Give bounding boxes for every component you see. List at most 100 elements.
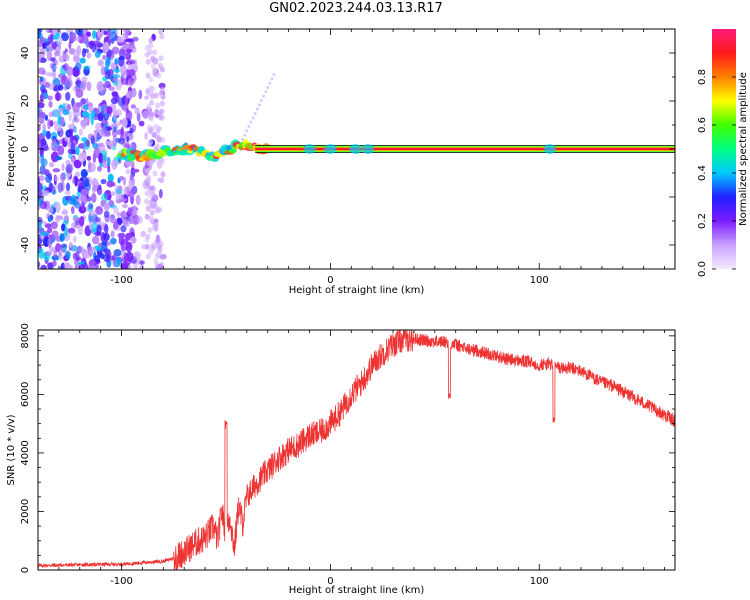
spectrogram-cell — [83, 262, 89, 269]
spectrogram-cell — [75, 62, 82, 71]
spectrogram-cell — [43, 220, 47, 226]
colorbar: 0.0 0.2 0.4 0.6 0.8 Normalized spectral ampl… — [697, 29, 749, 277]
spectrogram-cell — [39, 48, 46, 59]
spectrogram-cell — [75, 102, 83, 108]
spectrogram-cell — [125, 241, 133, 253]
spectrogram-cell — [81, 201, 85, 213]
spectrogram-cell — [156, 243, 162, 250]
spectrogram-cell — [39, 117, 44, 123]
spectrogram-cell — [128, 80, 134, 86]
spectrogram-y-axis-label: Frequency (Hz) — [6, 111, 17, 187]
spectrogram-noise — [38, 29, 167, 269]
spectrogram-cell — [157, 248, 163, 255]
spectrogram-cell — [127, 207, 132, 215]
spectrogram-cell — [61, 163, 65, 171]
spectrogram-cell — [58, 251, 62, 257]
snr-frame — [37, 329, 676, 571]
ridge-bump — [324, 144, 337, 154]
spectrogram-cell — [241, 137, 245, 141]
spectrogram-cell — [55, 202, 61, 213]
spectrogram-cell — [153, 123, 159, 130]
spectrogram-cell — [138, 120, 145, 127]
spectrogram-cell — [38, 182, 43, 192]
spectrogram-cell — [245, 129, 249, 133]
spectrogram-cell — [148, 76, 154, 83]
spectrogram-cell — [148, 248, 154, 255]
spectrogram-cell — [113, 68, 121, 73]
spectrogram-cell — [144, 95, 149, 100]
x-tick-label: 0 — [327, 275, 333, 286]
spectrogram-cell — [103, 253, 110, 263]
spectrogram-cell — [46, 72, 54, 77]
spectrogram-cell — [51, 41, 58, 50]
spectrogram-cell — [65, 182, 71, 192]
ridge-blob — [228, 148, 237, 154]
spectrogram-cell — [64, 190, 71, 195]
spectrogram-cell — [80, 168, 88, 179]
spectrogram-cell — [159, 159, 165, 166]
spectrogram-cell — [105, 58, 110, 69]
spectrogram-cell — [131, 168, 140, 173]
spectrogram-cell — [38, 227, 45, 234]
spectrogram-cell — [81, 34, 89, 45]
spectrogram-cell — [158, 55, 164, 62]
spectrogram-cell — [151, 224, 157, 231]
spectrogram-cell — [99, 253, 105, 260]
spectrogram-cell — [80, 263, 85, 269]
spectrogram-cell — [65, 78, 73, 89]
figure-title: GN02.2023.244.03.13.R17 — [269, 1, 443, 16]
spectrogram-cell — [106, 180, 115, 188]
spectrogram-cell — [42, 42, 47, 49]
spectrogram-cell — [80, 106, 85, 112]
spectrogram-cell — [39, 93, 44, 102]
spectrogram-cell — [55, 156, 63, 161]
spectrogram-cell — [148, 126, 154, 133]
x-tick-label: 0 — [327, 576, 333, 587]
spectrogram-cell — [139, 260, 145, 265]
spectrogram-ridge — [116, 73, 675, 163]
spectrogram-cell — [62, 208, 68, 215]
spectrogram-cell — [69, 33, 77, 43]
spectrogram-cell — [45, 29, 49, 33]
spectrogram-cell — [45, 174, 53, 184]
spectrogram-cell — [92, 185, 99, 192]
spectrogram-cell — [72, 86, 77, 92]
spectrogram-cell — [68, 110, 72, 122]
spectrogram-cell — [262, 94, 266, 98]
spectrogram-cell — [114, 58, 119, 64]
ridge-bump — [349, 144, 362, 154]
spectrogram-cell — [38, 105, 41, 114]
spectrogram-cell — [144, 44, 150, 51]
spectrogram-cell — [91, 30, 97, 39]
spectrogram-cell — [125, 38, 134, 43]
spectrogram-cell — [144, 198, 150, 205]
spectrogram-cell — [159, 108, 165, 115]
spectrogram-cell — [253, 111, 257, 115]
spectrogram-cell — [156, 72, 162, 79]
spectrogram-cell — [86, 52, 92, 59]
spectrogram-cell — [103, 248, 111, 254]
spectrogram-cell — [96, 186, 103, 196]
spectrogram-cell — [91, 235, 100, 245]
colorbar-ticks: 0.0 0.2 0.4 0.6 0.8 — [697, 69, 736, 277]
spectrogram-cell — [88, 102, 93, 107]
spectrogram-cell — [146, 103, 152, 110]
spectrogram-cell — [38, 155, 42, 164]
spectrogram-cell — [75, 146, 80, 156]
spectrogram-cell — [89, 209, 96, 217]
spectrogram-cell — [47, 238, 51, 247]
spectrogram-cell — [144, 236, 150, 243]
spectrogram-cell — [146, 141, 152, 148]
spectrogram-cell — [82, 179, 89, 187]
spectrogram-cell — [40, 142, 49, 152]
spectrogram-cell — [134, 107, 140, 115]
spectrogram-cell — [97, 142, 106, 153]
spectrogram-cell — [56, 91, 60, 102]
spectrogram-cell — [159, 253, 167, 260]
spectrogram-cell — [102, 232, 110, 242]
spectrogram-cell — [87, 246, 94, 257]
spectrogram-cell — [106, 241, 112, 246]
spectrogram-cell — [60, 116, 65, 126]
spectrogram-cell — [54, 175, 60, 183]
spectrogram-cell — [104, 69, 111, 80]
